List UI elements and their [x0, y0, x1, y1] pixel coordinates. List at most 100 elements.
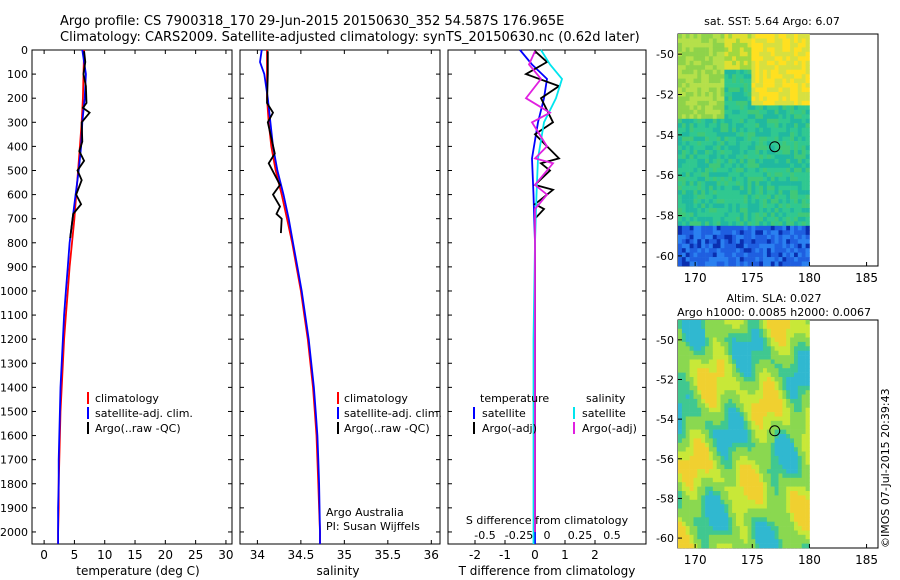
- sla-map-cell: [678, 442, 683, 448]
- sst-map-cell: [693, 74, 698, 79]
- sla-map-cell: [724, 442, 729, 448]
- sst-map-cell: [751, 127, 756, 133]
- sst-map-cell: [755, 248, 760, 253]
- sla-map-cell: [743, 359, 748, 365]
- sst-map-cell: [786, 136, 791, 142]
- sla-map-cell: [705, 412, 710, 417]
- sst-map-cell: [708, 34, 714, 39]
- sst-map-cell: [786, 212, 791, 218]
- sst-map-cell: [797, 141, 802, 146]
- temperature-line-climatology: [57, 49, 85, 544]
- sla-map-cell: [705, 517, 710, 522]
- sst-map-cell: [759, 230, 764, 236]
- sla-map-cell: [689, 346, 694, 351]
- sst-map-cell: [716, 199, 721, 204]
- sla-map-cell: [766, 425, 772, 430]
- sla-map-cell: [736, 504, 741, 509]
- sla-map-cell: [689, 337, 694, 343]
- sst-map-cell: [716, 96, 721, 102]
- sla-map-cell: [681, 416, 687, 422]
- sst-map-cell: [763, 163, 768, 169]
- sla-map-cell: [797, 521, 802, 527]
- sla-map-cell: [716, 491, 721, 496]
- sst-map-cell: [732, 167, 737, 173]
- sst-map-cell: [732, 42, 737, 48]
- sst-map-cell: [736, 199, 741, 204]
- sla-map-cell: [712, 346, 717, 351]
- sla-map-cell: [728, 539, 733, 544]
- sla-map-cell: [728, 473, 733, 479]
- sst-map-cell: [801, 83, 806, 88]
- sst-map-cell: [751, 51, 756, 57]
- sla-map-cell: [774, 381, 779, 387]
- sst-map-cell: [797, 216, 802, 222]
- sst-map-cell: [689, 234, 694, 240]
- legend-climatology: climatology: [344, 392, 408, 405]
- sst-map-cell: [724, 203, 729, 209]
- legend-t-satellite: satellite: [482, 407, 526, 420]
- sst-map-cell: [708, 60, 714, 66]
- sla-map-cell: [805, 403, 810, 408]
- sla-map-cell: [736, 337, 741, 343]
- sla-map-cell: [678, 394, 683, 400]
- sla-map-cell: [774, 394, 779, 400]
- sla-map-cell: [689, 504, 694, 509]
- sla-map-cell: [790, 394, 795, 400]
- sla-map-cell: [736, 394, 741, 400]
- sst-map-cell: [732, 74, 737, 79]
- sst-map-cell: [743, 132, 748, 137]
- sla-map-cell: [794, 416, 799, 422]
- sst-map-cell: [693, 243, 698, 249]
- sst-map-cell: [712, 65, 717, 70]
- sla-map-cell: [697, 442, 702, 448]
- sla-map-cell: [693, 539, 698, 544]
- sla-map-cell: [797, 359, 802, 365]
- sst-map-cell: [708, 230, 714, 236]
- sst-map-cell: [743, 172, 748, 178]
- sst-map-cell: [712, 158, 717, 164]
- sst-map-cell: [770, 78, 775, 84]
- sla-map-cell: [732, 368, 737, 373]
- sst-map-cell: [678, 257, 683, 262]
- sst-map-cell: [778, 194, 783, 200]
- sst-map-cell: [763, 248, 768, 253]
- sst-map-cell: [755, 203, 760, 209]
- sla-map-cell: [712, 377, 717, 382]
- sst-map-cell: [681, 172, 687, 178]
- sla-map-cell: [712, 407, 717, 413]
- sla-map-cell: [720, 385, 725, 391]
- sla-map-cell: [790, 381, 795, 387]
- sla-map-cell: [763, 477, 768, 483]
- sst-map-cell: [732, 56, 737, 62]
- sla-map-cell: [716, 473, 721, 479]
- sla-map-cell: [774, 521, 779, 527]
- sst-map-cell: [759, 114, 764, 120]
- sst-map-cell: [794, 185, 799, 191]
- sla-map-cell: [794, 460, 799, 465]
- sst-map-cell: [678, 243, 683, 249]
- sla-map-cell: [716, 412, 721, 417]
- sst-map-cell: [678, 65, 683, 70]
- sst-map-cell: [774, 163, 779, 169]
- sla-map-cell: [701, 398, 706, 404]
- sst-map-cell: [701, 199, 706, 204]
- sla-map-cell: [732, 521, 737, 527]
- sla-map-cell: [693, 504, 698, 509]
- sla-map-cell: [782, 337, 787, 343]
- sst-map-cell: [770, 56, 775, 62]
- sst-map-cell: [743, 154, 748, 160]
- sla-map-cell: [736, 473, 741, 479]
- sla-map-cell: [759, 337, 764, 343]
- sla-map-cell: [782, 464, 787, 470]
- sst-map-cell: [732, 199, 737, 204]
- sst-map-cell: [739, 181, 744, 186]
- sst-map-cell: [708, 167, 714, 173]
- sla-map-cell: [790, 341, 795, 347]
- sla-map-cell: [797, 320, 802, 325]
- sst-map-cell: [790, 248, 795, 253]
- sla-map-cell: [747, 429, 752, 435]
- sla-map-cell: [708, 473, 714, 479]
- sst-map-cell: [681, 34, 687, 39]
- sla-map-cell: [801, 508, 806, 514]
- sst-map-cell: [778, 154, 783, 160]
